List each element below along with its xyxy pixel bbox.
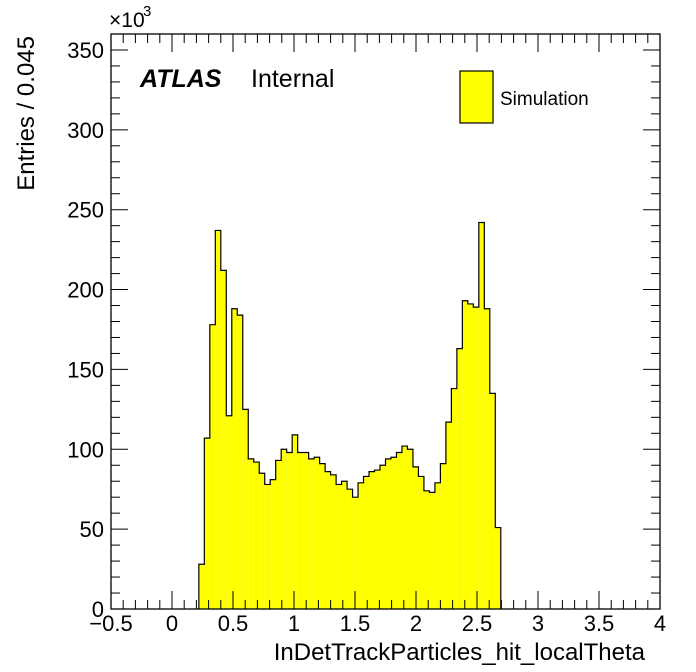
histogram-outline	[198, 221, 502, 609]
histogram-bin	[341, 481, 348, 609]
y-tick-label: 100	[67, 437, 104, 462]
histogram-bin	[325, 471, 331, 609]
atlas-label: ATLAS Internal	[139, 65, 334, 93]
histogram-bin	[423, 490, 430, 609]
x-tick-label: 2	[410, 611, 422, 636]
y-tick-label: 50	[80, 517, 104, 542]
histogram-bin	[231, 308, 238, 609]
legend-label-simulation: Simulation	[500, 89, 589, 110]
histogram-bin	[374, 470, 381, 609]
axis-ticks	[110, 33, 661, 610]
histogram-bin	[429, 492, 435, 609]
histogram-bin	[434, 482, 441, 609]
histogram-bin	[385, 458, 391, 609]
histogram-bin	[456, 348, 463, 609]
x-axis-title: InDetTrackParticles_hit_localTheta	[274, 639, 646, 666]
histogram-bin	[473, 307, 479, 609]
histogram-bin	[253, 462, 260, 609]
histogram-bin	[440, 463, 446, 609]
histogram-bin	[396, 452, 402, 609]
y-axis-multiplier: ×10 3	[109, 3, 151, 32]
histogram-bin	[215, 230, 221, 610]
histogram-bin	[484, 308, 490, 609]
histogram-bin	[347, 489, 353, 609]
histogram-bin	[330, 474, 337, 609]
histogram-bin	[467, 303, 474, 609]
x-tick-label: 1	[288, 611, 300, 636]
histogram-bin	[204, 438, 210, 609]
y-multiplier-exponent: 3	[143, 3, 151, 20]
y-axis-title: Entries / 0.045	[13, 36, 40, 191]
histogram-bin	[489, 393, 496, 609]
histogram-bin	[319, 463, 326, 609]
histogram-bin	[237, 315, 243, 609]
x-tick-label: 0.5	[218, 611, 249, 636]
histogram-bin	[363, 476, 370, 609]
histogram-bin	[220, 270, 227, 609]
y-tick-labels: 0 50 100 150 200 250 300 350	[67, 38, 104, 622]
y-tick-label: 300	[67, 118, 104, 143]
histogram-bin	[297, 452, 304, 609]
histogram-bin	[401, 446, 408, 609]
x-tick-label: 2.5	[462, 611, 493, 636]
y-tick-label: 250	[67, 198, 104, 223]
histogram-bin	[308, 458, 315, 609]
histogram-bin	[292, 434, 298, 609]
x-tick-label: 0	[166, 611, 178, 636]
histogram-bars	[198, 221, 502, 610]
histogram-bin	[281, 449, 287, 609]
histogram-bin	[478, 222, 485, 609]
x-tick-label: 3	[532, 611, 544, 636]
histogram-bin	[407, 449, 413, 609]
histogram-bin	[451, 388, 457, 609]
histogram-bin	[314, 457, 320, 609]
histogram-bin	[270, 479, 276, 609]
histogram-bin	[352, 497, 359, 609]
atlas-label-bold: ATLAS	[139, 65, 222, 93]
atlas-label-internal: Internal	[251, 65, 334, 93]
x-tick-label: 1.5	[340, 611, 371, 636]
y-tick-label: 200	[67, 278, 104, 303]
histogram-bin	[462, 300, 468, 609]
histogram-bin	[418, 476, 424, 609]
x-tick-label: −0.5	[89, 611, 132, 636]
histogram-bin	[380, 465, 386, 609]
histogram-bin	[358, 482, 364, 609]
histogram-bin	[198, 564, 205, 609]
x-tick-labels: −0.5 0 0.5 1 1.5 2 2.5 3 3.5 4	[89, 611, 666, 636]
histogram-bin	[209, 324, 216, 609]
histogram-bin	[226, 415, 232, 609]
y-tick-label: 0	[92, 597, 104, 622]
x-tick-label: 3.5	[584, 611, 615, 636]
legend-swatch-simulation	[459, 70, 494, 124]
histogram-bin	[495, 527, 501, 609]
histogram-bin	[259, 473, 265, 609]
histogram-bin	[248, 458, 254, 609]
y-tick-label: 350	[67, 38, 104, 63]
histogram-bin	[445, 422, 452, 609]
x-tick-label: 4	[654, 611, 666, 636]
histogram-bin	[412, 466, 419, 609]
histogram-bin	[264, 484, 271, 609]
y-multiplier-base: ×10	[109, 9, 145, 32]
legend: Simulation	[459, 70, 589, 124]
y-tick-label: 150	[67, 357, 104, 382]
histogram-bin	[369, 471, 375, 609]
histogram-bin	[303, 452, 309, 609]
histogram-bin	[336, 484, 342, 609]
histogram-bin	[275, 460, 282, 609]
histogram-bin	[390, 457, 397, 609]
histogram-bin	[242, 409, 249, 609]
histogram-bin	[286, 452, 293, 609]
